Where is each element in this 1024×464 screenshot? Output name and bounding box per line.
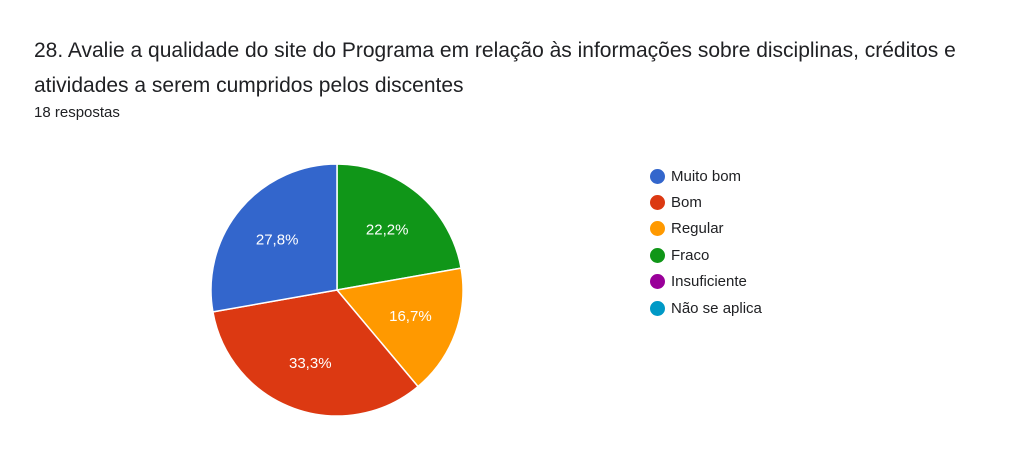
slice-percent-label: 27,8% [256, 231, 299, 248]
legend-swatch-icon [650, 300, 665, 316]
legend-swatch-icon [650, 274, 665, 290]
legend-label: Fraco [671, 246, 710, 264]
response-count: 18 respostas [34, 104, 120, 121]
question-title: 28. Avalie a qualidade do site do Progra… [34, 39, 956, 97]
pie-slice-muito-bom[interactable] [210, 163, 338, 313]
legend-item[interactable]: Fraco [650, 242, 762, 268]
legend-label: Regular [671, 220, 724, 238]
pie-slice-regular[interactable] [335, 267, 464, 388]
legend-label: Insuficiente [671, 273, 747, 291]
legend-swatch-icon [650, 221, 665, 237]
legend-item[interactable]: Bom [650, 189, 762, 215]
slice-percent-label: 22,2% [366, 222, 409, 239]
legend-label: Não se aplica [671, 299, 762, 317]
legend-item[interactable]: Não se aplica [650, 295, 762, 321]
legend-item[interactable]: Muito bom [650, 163, 762, 189]
chart-legend: Muito bom Bom Regular Fraco Insuficiente Não … [650, 163, 762, 321]
pie-slice-fraco[interactable] [336, 163, 462, 291]
legend-item[interactable]: Insuficiente [650, 269, 762, 295]
legend-swatch-icon [650, 195, 665, 211]
legend-swatch-icon [650, 168, 665, 184]
legend-swatch-icon [650, 247, 665, 263]
legend-label: Muito bom [671, 167, 742, 185]
legend-item[interactable]: Regular [650, 216, 762, 242]
slice-percent-label: 33,3% [289, 355, 332, 372]
legend-label: Bom [671, 194, 702, 212]
slice-percent-label: 16,7% [389, 308, 432, 325]
pie-slice-bom[interactable] [212, 289, 420, 417]
